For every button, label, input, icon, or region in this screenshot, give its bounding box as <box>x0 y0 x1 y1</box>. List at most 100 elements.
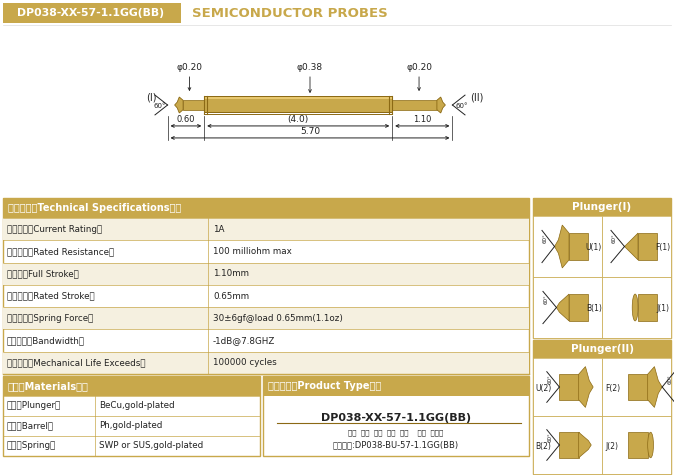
Bar <box>533 216 602 277</box>
Bar <box>204 98 392 99</box>
Text: Ph,gold-plated: Ph,gold-plated <box>99 421 162 430</box>
Text: 100000 cycles: 100000 cycles <box>213 358 277 367</box>
Bar <box>204 111 392 112</box>
Text: 材质（Materials）：: 材质（Materials）： <box>8 381 89 391</box>
Text: 1A: 1A <box>213 225 224 234</box>
Text: 针头（Plunger）: 针头（Plunger） <box>7 401 61 410</box>
Bar <box>3 3 181 23</box>
Text: SEMICONDUCTOR PROBES: SEMICONDUCTOR PROBES <box>192 7 388 20</box>
Text: 测试寿命（Mechanical Life Exceeds）: 测试寿命（Mechanical Life Exceeds） <box>7 358 146 367</box>
Polygon shape <box>555 225 569 268</box>
Polygon shape <box>437 97 446 113</box>
Text: SWP or SUS,gold-plated: SWP or SUS,gold-plated <box>99 441 204 450</box>
Bar <box>3 198 529 374</box>
Bar <box>204 108 392 109</box>
Text: 针管（Barrel）: 针管（Barrel） <box>7 421 54 430</box>
Text: J(2): J(2) <box>606 442 619 451</box>
Text: Plunger(I): Plunger(I) <box>572 202 632 212</box>
Bar <box>533 277 602 338</box>
Bar <box>204 102 392 103</box>
Text: (II): (II) <box>470 92 484 102</box>
Bar <box>628 432 648 458</box>
Bar <box>533 416 602 474</box>
Bar <box>204 99 392 100</box>
Text: 频率带宽（Bandwidth）: 频率带宽（Bandwidth） <box>7 336 85 345</box>
Text: 1.10mm: 1.10mm <box>213 269 249 278</box>
Text: φ0.20: φ0.20 <box>177 63 202 72</box>
Bar <box>602 216 671 277</box>
Bar <box>3 376 260 456</box>
Polygon shape <box>579 432 591 458</box>
Polygon shape <box>557 294 569 321</box>
Bar <box>638 233 657 260</box>
Text: 满行程（Full Stroke）: 满行程（Full Stroke） <box>7 269 79 278</box>
Polygon shape <box>579 367 593 408</box>
Bar <box>204 106 392 107</box>
Text: U(1): U(1) <box>586 243 602 252</box>
Text: 60°: 60° <box>544 294 549 304</box>
Bar <box>559 432 579 458</box>
Bar <box>3 307 529 330</box>
Bar <box>3 376 260 396</box>
Bar <box>602 358 671 416</box>
Bar <box>204 104 392 105</box>
Text: 订购举例:DP038-BU-57-1.1GG(BB): 订购举例:DP038-BU-57-1.1GG(BB) <box>333 440 459 449</box>
Text: 60°: 60° <box>548 374 553 384</box>
Bar <box>3 198 529 218</box>
Text: 60°: 60° <box>612 234 617 244</box>
Text: (I): (I) <box>146 92 156 102</box>
Bar <box>204 107 392 108</box>
Text: 额定电阻（Rated Resistance）: 额定电阻（Rated Resistance） <box>7 247 115 256</box>
Bar <box>263 376 529 456</box>
Bar <box>533 340 671 358</box>
Text: B(2): B(2) <box>535 442 551 451</box>
Text: 60°: 60° <box>153 103 166 109</box>
Text: 100 milliohm max: 100 milliohm max <box>213 247 292 256</box>
Text: DP038-XX-57-1.1GG(BB): DP038-XX-57-1.1GG(BB) <box>18 9 164 19</box>
Ellipse shape <box>632 294 638 321</box>
Bar <box>638 294 657 321</box>
Bar <box>569 294 588 321</box>
Bar <box>3 352 529 374</box>
Bar <box>204 105 392 106</box>
Bar <box>628 374 648 400</box>
Text: 技术要求（Technical Specifications）：: 技术要求（Technical Specifications）： <box>8 203 181 213</box>
Text: F(2): F(2) <box>605 384 620 393</box>
Text: 60°: 60° <box>668 374 673 384</box>
Text: 额定电流（Current Rating）: 额定电流（Current Rating） <box>7 225 102 234</box>
Bar <box>204 103 392 104</box>
Text: 0.60: 0.60 <box>177 115 195 124</box>
Text: Plunger(II): Plunger(II) <box>570 344 634 354</box>
Text: 60°: 60° <box>548 432 553 442</box>
Bar <box>533 340 671 474</box>
Bar <box>569 233 588 260</box>
Text: F(1): F(1) <box>655 243 670 252</box>
Text: 成品型号（Product Type）：: 成品型号（Product Type）： <box>268 381 381 391</box>
Text: B(1): B(1) <box>586 304 602 313</box>
Bar <box>533 198 671 338</box>
Text: φ0.38: φ0.38 <box>297 63 323 72</box>
Bar <box>204 110 392 111</box>
Polygon shape <box>648 367 662 408</box>
Text: 系列  规格  头型  总长  弹力    镌金  针头模: 系列 规格 头型 总长 弹力 镌金 针头模 <box>348 430 443 437</box>
Bar <box>204 96 392 97</box>
Text: J(1): J(1) <box>656 304 669 313</box>
Text: -1dB@7.8GHZ: -1dB@7.8GHZ <box>213 336 276 345</box>
Bar <box>533 358 602 416</box>
Text: U(2): U(2) <box>535 384 551 393</box>
Text: 额定行程（Rated Stroke）: 额定行程（Rated Stroke） <box>7 292 95 301</box>
Bar <box>204 112 392 113</box>
Bar <box>602 277 671 338</box>
Text: 5.70: 5.70 <box>300 127 320 136</box>
Bar <box>204 109 392 110</box>
Bar <box>204 101 392 102</box>
Text: 30±6gf@load 0.65mm(1.1oz): 30±6gf@load 0.65mm(1.1oz) <box>213 314 343 323</box>
Polygon shape <box>625 233 638 260</box>
Polygon shape <box>175 97 183 113</box>
Bar <box>3 218 529 240</box>
Text: (4.0): (4.0) <box>288 115 309 124</box>
Text: 1.10: 1.10 <box>413 115 431 124</box>
Bar <box>204 97 392 98</box>
Ellipse shape <box>648 432 654 458</box>
Text: DP038-XX-57-1.1GG(BB): DP038-XX-57-1.1GG(BB) <box>321 413 471 423</box>
